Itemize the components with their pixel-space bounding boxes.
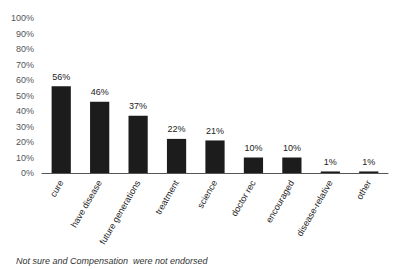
svg-text:disease-relative: disease-relative bbox=[295, 178, 335, 237]
svg-text:1%: 1% bbox=[362, 157, 375, 167]
svg-text:Not sure and Compensation wer: Not sure and Compensation were not endor… bbox=[16, 256, 209, 266]
svg-text:22%: 22% bbox=[168, 124, 186, 134]
svg-text:90%: 90% bbox=[16, 29, 34, 39]
svg-text:30%: 30% bbox=[16, 122, 34, 132]
svg-text:37%: 37% bbox=[129, 101, 147, 111]
svg-text:1%: 1% bbox=[324, 157, 337, 167]
svg-text:science: science bbox=[195, 178, 219, 209]
svg-text:treatment: treatment bbox=[153, 178, 181, 216]
svg-text:doctor rec: doctor rec bbox=[229, 178, 258, 218]
svg-text:20%: 20% bbox=[16, 137, 34, 147]
svg-text:have disease: have disease bbox=[69, 178, 104, 229]
svg-text:70%: 70% bbox=[16, 60, 34, 70]
svg-text:56%: 56% bbox=[52, 72, 70, 82]
svg-text:100%: 100% bbox=[11, 13, 34, 23]
svg-text:other: other bbox=[354, 178, 373, 201]
svg-text:encouraged: encouraged bbox=[264, 178, 296, 224]
svg-text:50%: 50% bbox=[16, 91, 34, 101]
svg-text:10%: 10% bbox=[283, 143, 301, 153]
svg-text:10%: 10% bbox=[244, 143, 262, 153]
svg-text:40%: 40% bbox=[16, 106, 34, 116]
svg-text:21%: 21% bbox=[206, 126, 224, 136]
svg-text:future generations: future generations bbox=[98, 178, 143, 246]
svg-text:10%: 10% bbox=[16, 153, 34, 163]
svg-text:cure: cure bbox=[48, 178, 65, 198]
svg-text:60%: 60% bbox=[16, 75, 34, 85]
svg-text:46%: 46% bbox=[91, 87, 109, 97]
svg-text:80%: 80% bbox=[16, 44, 34, 54]
svg-text:0%: 0% bbox=[21, 168, 34, 178]
